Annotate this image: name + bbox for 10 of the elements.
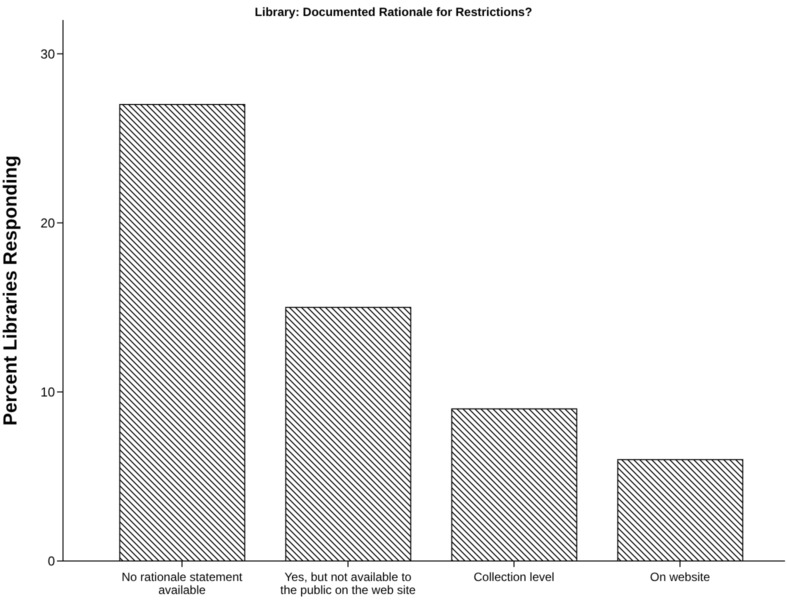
y-axis-title: Percent Libraries Responding (0, 155, 22, 426)
x-tick-label: Collection level (474, 570, 554, 584)
chart-title: Library: Documented Rationale for Restrictions? (254, 5, 534, 19)
y-tick-label: 30 (40, 46, 55, 62)
y-tick-label: 0 (48, 554, 55, 569)
x-tick-label: No rationale statement available (122, 570, 244, 597)
x-tick-label: On website (650, 570, 710, 584)
x-tick-label: Yes, but not available to the public on the web site (280, 570, 416, 597)
y-tick-label: 20 (40, 215, 55, 230)
y-tick-label: 10 (40, 384, 55, 400)
